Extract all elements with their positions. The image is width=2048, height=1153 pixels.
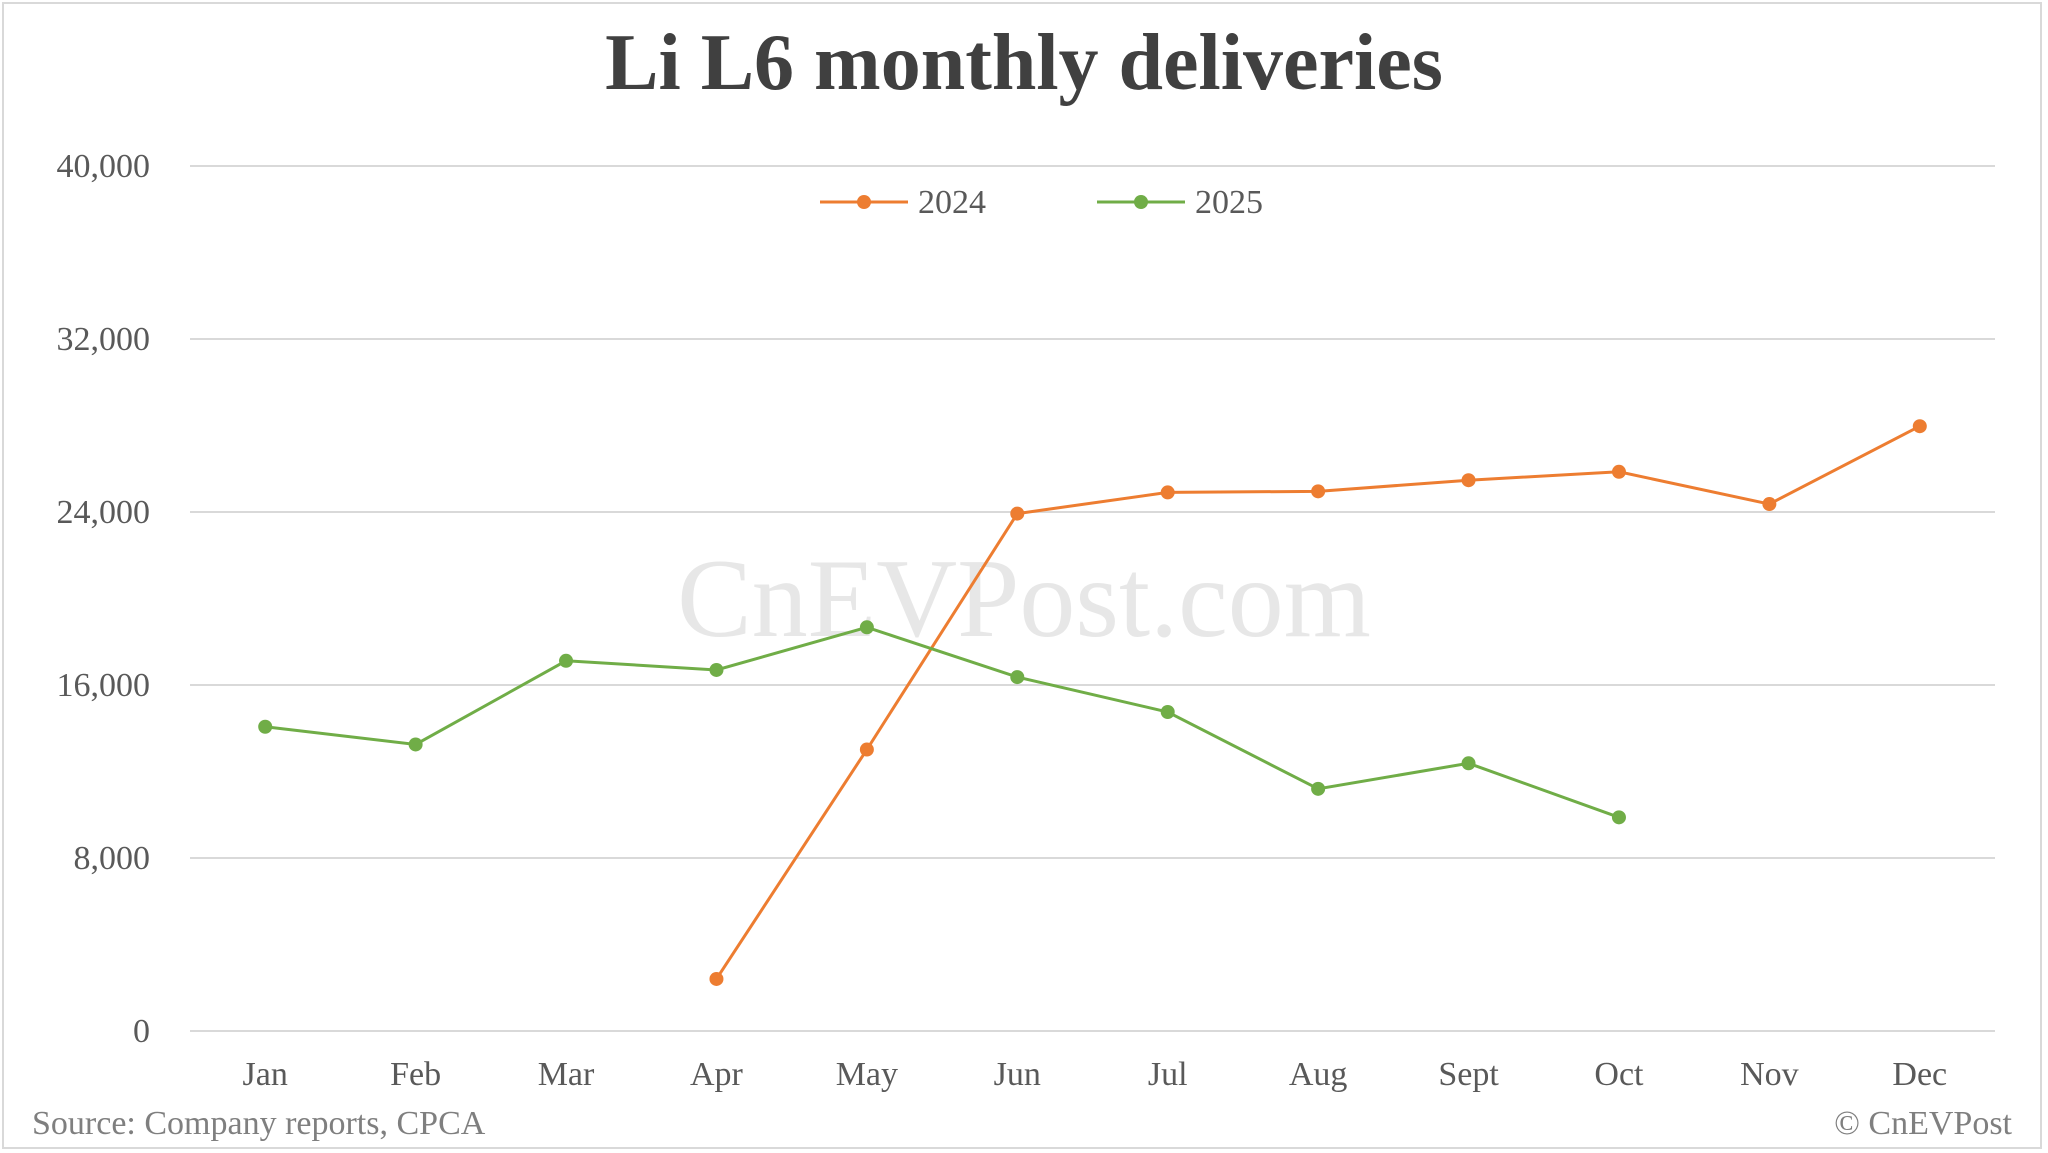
legend-swatch-marker (857, 195, 871, 209)
x-tick-label: Jan (243, 1056, 288, 1093)
data-point (709, 662, 724, 677)
chart-title: Li L6 monthly deliveries (605, 19, 1443, 107)
watermark: CnEVPost.com (677, 537, 1371, 661)
data-point (1461, 756, 1476, 771)
x-tick-label: Nov (1740, 1056, 1799, 1093)
y-tick-label: 16,000 (57, 667, 151, 704)
data-point (1010, 670, 1025, 685)
data-point (859, 620, 874, 635)
data-point (1311, 484, 1326, 499)
data-point (1461, 473, 1476, 488)
gridlines (190, 165, 1995, 1032)
x-tick-label: Apr (690, 1056, 744, 1093)
legend-swatch-marker (1134, 195, 1148, 209)
data-point (1160, 485, 1175, 500)
x-tick-label: Jul (1148, 1056, 1188, 1093)
series-2025 (258, 620, 1626, 825)
legend-item: 2024 (820, 184, 986, 221)
series-line (715, 424, 1921, 980)
legend-item: 2025 (1097, 184, 1263, 221)
legend-label: 2024 (918, 184, 986, 221)
data-point (709, 971, 724, 986)
x-tick-label: May (836, 1056, 898, 1093)
data-point (258, 719, 273, 734)
data-point (1311, 781, 1326, 796)
y-tick-label: 8,000 (74, 840, 151, 877)
data-point (1912, 419, 1927, 434)
legend: 2024 2025 (820, 184, 1263, 221)
data-point (408, 737, 423, 752)
x-tick-label: Oct (1594, 1056, 1644, 1093)
data-point (859, 742, 874, 757)
data-point (1762, 497, 1777, 512)
x-tick-label: Jun (994, 1056, 1041, 1093)
y-tick-label: 40,000 (57, 148, 151, 185)
x-tick-label: Sept (1438, 1056, 1499, 1093)
x-axis: Jan Feb Mar Apr May Jun Jul Aug Sept Oct Nov Dec (243, 1056, 1948, 1093)
x-tick-label: Feb (390, 1056, 441, 1093)
x-tick-label: Dec (1892, 1056, 1947, 1093)
y-tick-label: 24,000 (57, 494, 151, 531)
series-group (258, 419, 1927, 986)
y-tick-label: 0 (133, 1013, 150, 1050)
source-note: Source: Company reports, CPCA (32, 1105, 486, 1142)
data-point (1611, 464, 1626, 479)
y-tick-label: 32,000 (57, 321, 151, 358)
data-point (559, 653, 574, 668)
y-axis: 0 8,000 16,000 24,000 32,000 40,000 (57, 148, 151, 1050)
series-line (265, 625, 1620, 819)
data-point (1160, 704, 1175, 719)
series-2024 (709, 419, 1927, 986)
x-tick-label: Mar (538, 1056, 595, 1093)
x-tick-label: Aug (1289, 1056, 1348, 1093)
copyright-note: © CnEVPost (1834, 1105, 2012, 1142)
legend-label: 2025 (1195, 184, 1263, 221)
data-point (1611, 810, 1626, 825)
data-point (1010, 506, 1025, 521)
